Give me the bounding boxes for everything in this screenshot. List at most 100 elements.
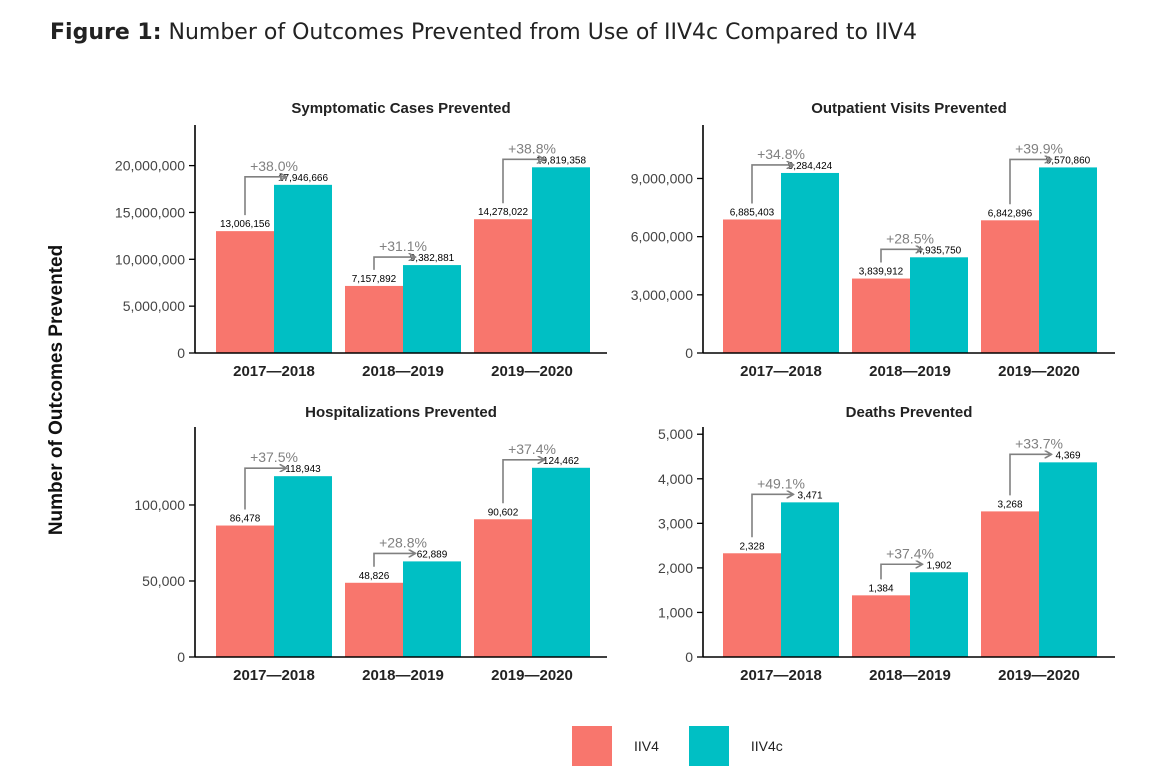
legend: IIV4 IIV4c <box>572 726 813 766</box>
bar-iiv4 <box>474 219 532 353</box>
bar-iiv4 <box>723 219 781 353</box>
legend-label-iiv4c: IIV4c <box>750 738 783 754</box>
legend-swatch-iiv4 <box>572 726 612 766</box>
x-category-label: 2017—2018 <box>740 363 822 380</box>
value-label-iiv4c: 17,946,666 <box>278 173 328 184</box>
bar-iiv4 <box>981 511 1039 657</box>
y-tick-label: 0 <box>177 649 185 665</box>
comparison-arrow <box>244 468 286 510</box>
percent-change-label: +33.7% <box>1015 435 1063 451</box>
comparison-arrow <box>880 564 922 580</box>
panel-title: Hospitalizations Prevented <box>305 404 497 421</box>
y-tick-label: 10,000,000 <box>115 251 185 267</box>
value-label-iiv4: 2,328 <box>739 541 764 552</box>
y-tick-label: 5,000 <box>658 426 693 442</box>
comparison-arrow <box>1009 454 1051 496</box>
bar-iiv4 <box>852 278 910 353</box>
x-category-label: 2017—2018 <box>233 363 315 380</box>
percent-change-label: +49.1% <box>757 475 805 491</box>
bar-iiv4c <box>781 502 839 657</box>
x-category-label: 2019—2020 <box>491 667 573 684</box>
y-tick-label: 15,000,000 <box>115 204 185 220</box>
y-tick-label: 50,000 <box>142 573 185 589</box>
y-tick-label: 3,000,000 <box>631 287 693 303</box>
bar-iiv4 <box>345 285 403 353</box>
value-label-iiv4c: 19,819,358 <box>536 155 586 166</box>
figure-label: Figure 1: <box>50 20 162 45</box>
x-category-label: 2018—2019 <box>869 363 951 380</box>
x-category-label: 2019—2020 <box>998 667 1080 684</box>
bar-iiv4c <box>1039 462 1097 657</box>
value-label-iiv4c: 3,471 <box>797 490 822 501</box>
bar-iiv4c <box>274 184 332 353</box>
bar-iiv4c <box>274 476 332 657</box>
figure-title-text: Number of Outcomes Prevented from Use of… <box>161 20 917 45</box>
value-label-iiv4: 1,384 <box>868 583 893 594</box>
percent-change-label: +37.4% <box>508 441 556 457</box>
bar-iiv4 <box>852 595 910 657</box>
x-category-label: 2017—2018 <box>233 667 315 684</box>
comparison-arrow <box>373 553 415 567</box>
value-label-iiv4c: 118,943 <box>285 464 321 475</box>
bar-iiv4c <box>403 561 461 657</box>
legend-item-iiv4c: IIV4c <box>688 726 783 766</box>
bar-iiv4 <box>216 525 274 657</box>
value-label-iiv4c: 9,284,424 <box>788 161 833 172</box>
panel-title: Outpatient Visits Prevented <box>811 100 1007 117</box>
value-label-iiv4: 48,826 <box>359 571 390 582</box>
bar-iiv4c <box>910 572 968 657</box>
x-category-label: 2018—2019 <box>362 667 444 684</box>
percent-change-label: +38.8% <box>508 140 556 156</box>
comparison-arrow <box>751 494 793 538</box>
y-tick-label: 6,000,000 <box>631 229 693 245</box>
y-tick-label: 0 <box>685 649 693 665</box>
percent-change-label: +28.5% <box>886 230 934 246</box>
y-tick-label: 3,000 <box>658 515 693 531</box>
y-tick-label: 100,000 <box>134 497 185 513</box>
value-label-iiv4c: 4,935,750 <box>917 245 962 256</box>
x-category-label: 2018—2019 <box>869 667 951 684</box>
x-category-label: 2019—2020 <box>998 363 1080 380</box>
value-label-iiv4: 86,478 <box>230 514 261 525</box>
value-label-iiv4: 14,278,022 <box>478 207 528 218</box>
y-tick-label: 20,000,000 <box>115 158 185 174</box>
bar-iiv4 <box>216 231 274 353</box>
bar-iiv4 <box>723 553 781 657</box>
x-category-label: 2018—2019 <box>362 363 444 380</box>
y-tick-label: 0 <box>177 345 185 361</box>
value-label-iiv4: 6,842,896 <box>988 208 1033 219</box>
value-label-iiv4c: 4,369 <box>1055 450 1080 461</box>
percent-change-label: +37.5% <box>250 449 298 465</box>
x-category-label: 2019—2020 <box>491 363 573 380</box>
legend-label-iiv4: IIV4 <box>634 738 659 754</box>
bar-iiv4c <box>532 467 590 657</box>
comparison-arrow <box>502 159 544 204</box>
bar-iiv4 <box>345 582 403 657</box>
percent-change-label: +31.1% <box>379 238 427 254</box>
panel-title: Symptomatic Cases Prevented <box>291 100 510 117</box>
y-tick-label: 4,000 <box>658 471 693 487</box>
comparison-arrow <box>880 249 922 263</box>
percent-change-label: +38.0% <box>250 158 298 174</box>
bar-iiv4c <box>781 172 839 353</box>
value-label-iiv4c: 62,889 <box>417 549 448 560</box>
value-label-iiv4: 13,006,156 <box>220 219 270 230</box>
bar-iiv4 <box>474 519 532 657</box>
comparison-arrow <box>502 460 544 504</box>
value-label-iiv4: 6,885,403 <box>730 207 775 218</box>
legend-swatch-iiv4c <box>688 726 729 766</box>
percent-change-label: +28.8% <box>379 534 427 550</box>
legend-item-iiv4: IIV4 <box>572 726 659 766</box>
y-tick-label: 9,000,000 <box>631 170 693 186</box>
bar-iiv4c <box>910 257 968 353</box>
value-label-iiv4c: 124,462 <box>543 456 580 467</box>
percent-change-label: +39.9% <box>1015 140 1063 156</box>
y-tick-label: 2,000 <box>658 560 693 576</box>
comparison-arrow <box>373 257 415 270</box>
comparison-arrow <box>244 177 286 216</box>
percent-change-label: +34.8% <box>757 146 805 162</box>
value-label-iiv4: 7,157,892 <box>352 274 397 285</box>
value-label-iiv4c: 9,382,881 <box>410 253 455 264</box>
bar-iiv4c <box>532 167 590 353</box>
